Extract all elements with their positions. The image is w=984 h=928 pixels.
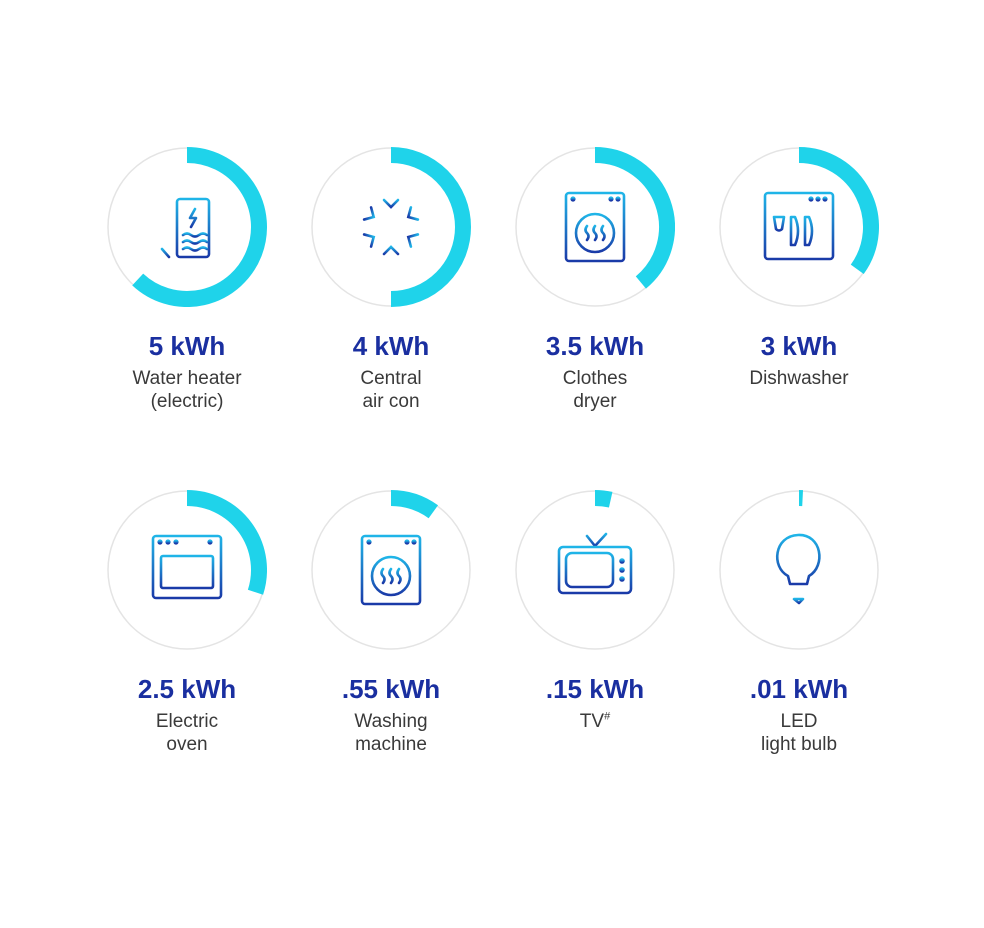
label-line: Clothes: [562, 368, 628, 389]
usage-arc: [594, 147, 675, 289]
usage-ring: [719, 147, 879, 307]
washing-machine-icon: [360, 534, 422, 606]
appliance-card-electric-oven: 2.5 kWh Electric oven: [85, 490, 289, 756]
label-line: Electric: [155, 711, 219, 732]
label-line: Water heater: [132, 368, 242, 389]
energy-value: 2.5 kWh: [137, 674, 237, 704]
usage-arc: [132, 147, 267, 307]
label-line: oven: [166, 734, 208, 755]
usage-arc: [390, 147, 471, 307]
water-heater-icon: [160, 189, 211, 259]
appliance-label: Central air con: [289, 367, 493, 413]
energy-value: 3 kWh: [760, 331, 838, 361]
appliance-card-tv: .15 kWh TV#: [493, 490, 697, 733]
energy-value: .55 kWh: [341, 674, 441, 704]
appliance-label: LED light bulb: [697, 710, 901, 756]
label-line: Central: [360, 368, 422, 389]
energy-value: .15 kWh: [545, 674, 645, 704]
label-line: machine: [355, 734, 427, 755]
appliance-label: Water heater (electric): [85, 367, 289, 413]
label-line: (electric): [150, 391, 224, 412]
label-line: dryer: [573, 391, 617, 412]
label-line: Dishwasher: [749, 368, 849, 389]
label-line: air con: [362, 391, 420, 412]
energy-value: .01 kWh: [749, 674, 849, 704]
usage-arc: [186, 490, 267, 595]
usage-ring: [311, 490, 471, 650]
usage-ring: [719, 490, 879, 650]
appliance-card-water-heater: 5 kWh Water heater (electric): [85, 147, 289, 413]
appliance-label: Dishwasher: [697, 367, 901, 390]
oven-icon: [151, 534, 223, 605]
appliance-card-dishwasher: 3 kWh Dishwasher: [697, 147, 901, 390]
label-line: LED: [780, 711, 818, 732]
clothes-dryer-icon: [564, 191, 626, 263]
energy-value: 5 kWh: [148, 331, 226, 361]
appliance-card-clothes-dryer: 3.5 kWh Clothes dryer: [493, 147, 697, 413]
dishwasher-icon: [763, 191, 835, 261]
usage-arc: [798, 147, 879, 275]
usage-ring: [515, 147, 675, 307]
usage-ring: [107, 147, 267, 307]
appliance-card-central-air-con: 4 kWh Central air con: [289, 147, 493, 413]
label-line: TV#: [493, 710, 697, 733]
appliance-card-led-light-bulb: .01 kWh LED light bulb: [697, 490, 901, 756]
energy-value: 3.5 kWh: [545, 331, 645, 361]
usage-ring: [311, 147, 471, 307]
appliance-card-washing-machine: .55 kWh Washing machine: [289, 490, 493, 756]
usage-ring: [515, 490, 675, 650]
usage-arc: [390, 490, 439, 519]
appliance-label: TV#: [493, 710, 697, 733]
appliance-label: Electric oven: [85, 710, 289, 756]
energy-value: 4 kWh: [352, 331, 430, 361]
label-line: light bulb: [760, 734, 838, 755]
label-line: Washing: [354, 711, 428, 732]
tv-icon: [557, 532, 633, 602]
light-bulb-icon: [775, 533, 821, 605]
snowflake-icon: [361, 192, 421, 262]
appliance-label: Clothes dryer: [493, 367, 697, 413]
footnote-mark: #: [604, 710, 611, 723]
appliance-label: Washing machine: [289, 710, 493, 756]
usage-arc: [594, 490, 613, 508]
label-text: TV: [579, 711, 605, 732]
usage-ring: [107, 490, 267, 650]
